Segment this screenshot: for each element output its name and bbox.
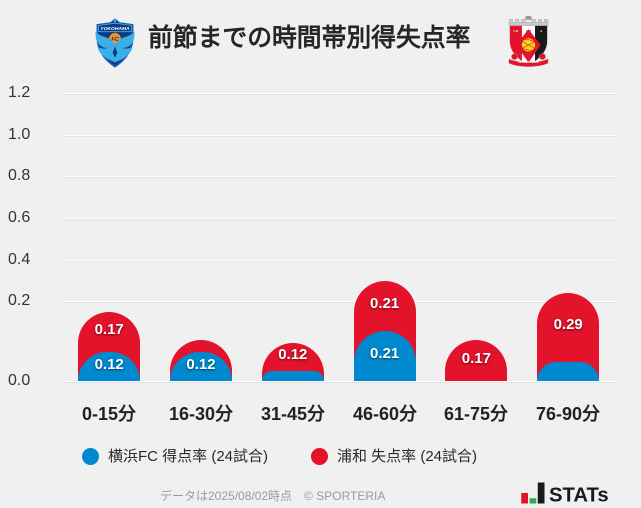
svg-text:STATs: STATs [549,484,609,506]
